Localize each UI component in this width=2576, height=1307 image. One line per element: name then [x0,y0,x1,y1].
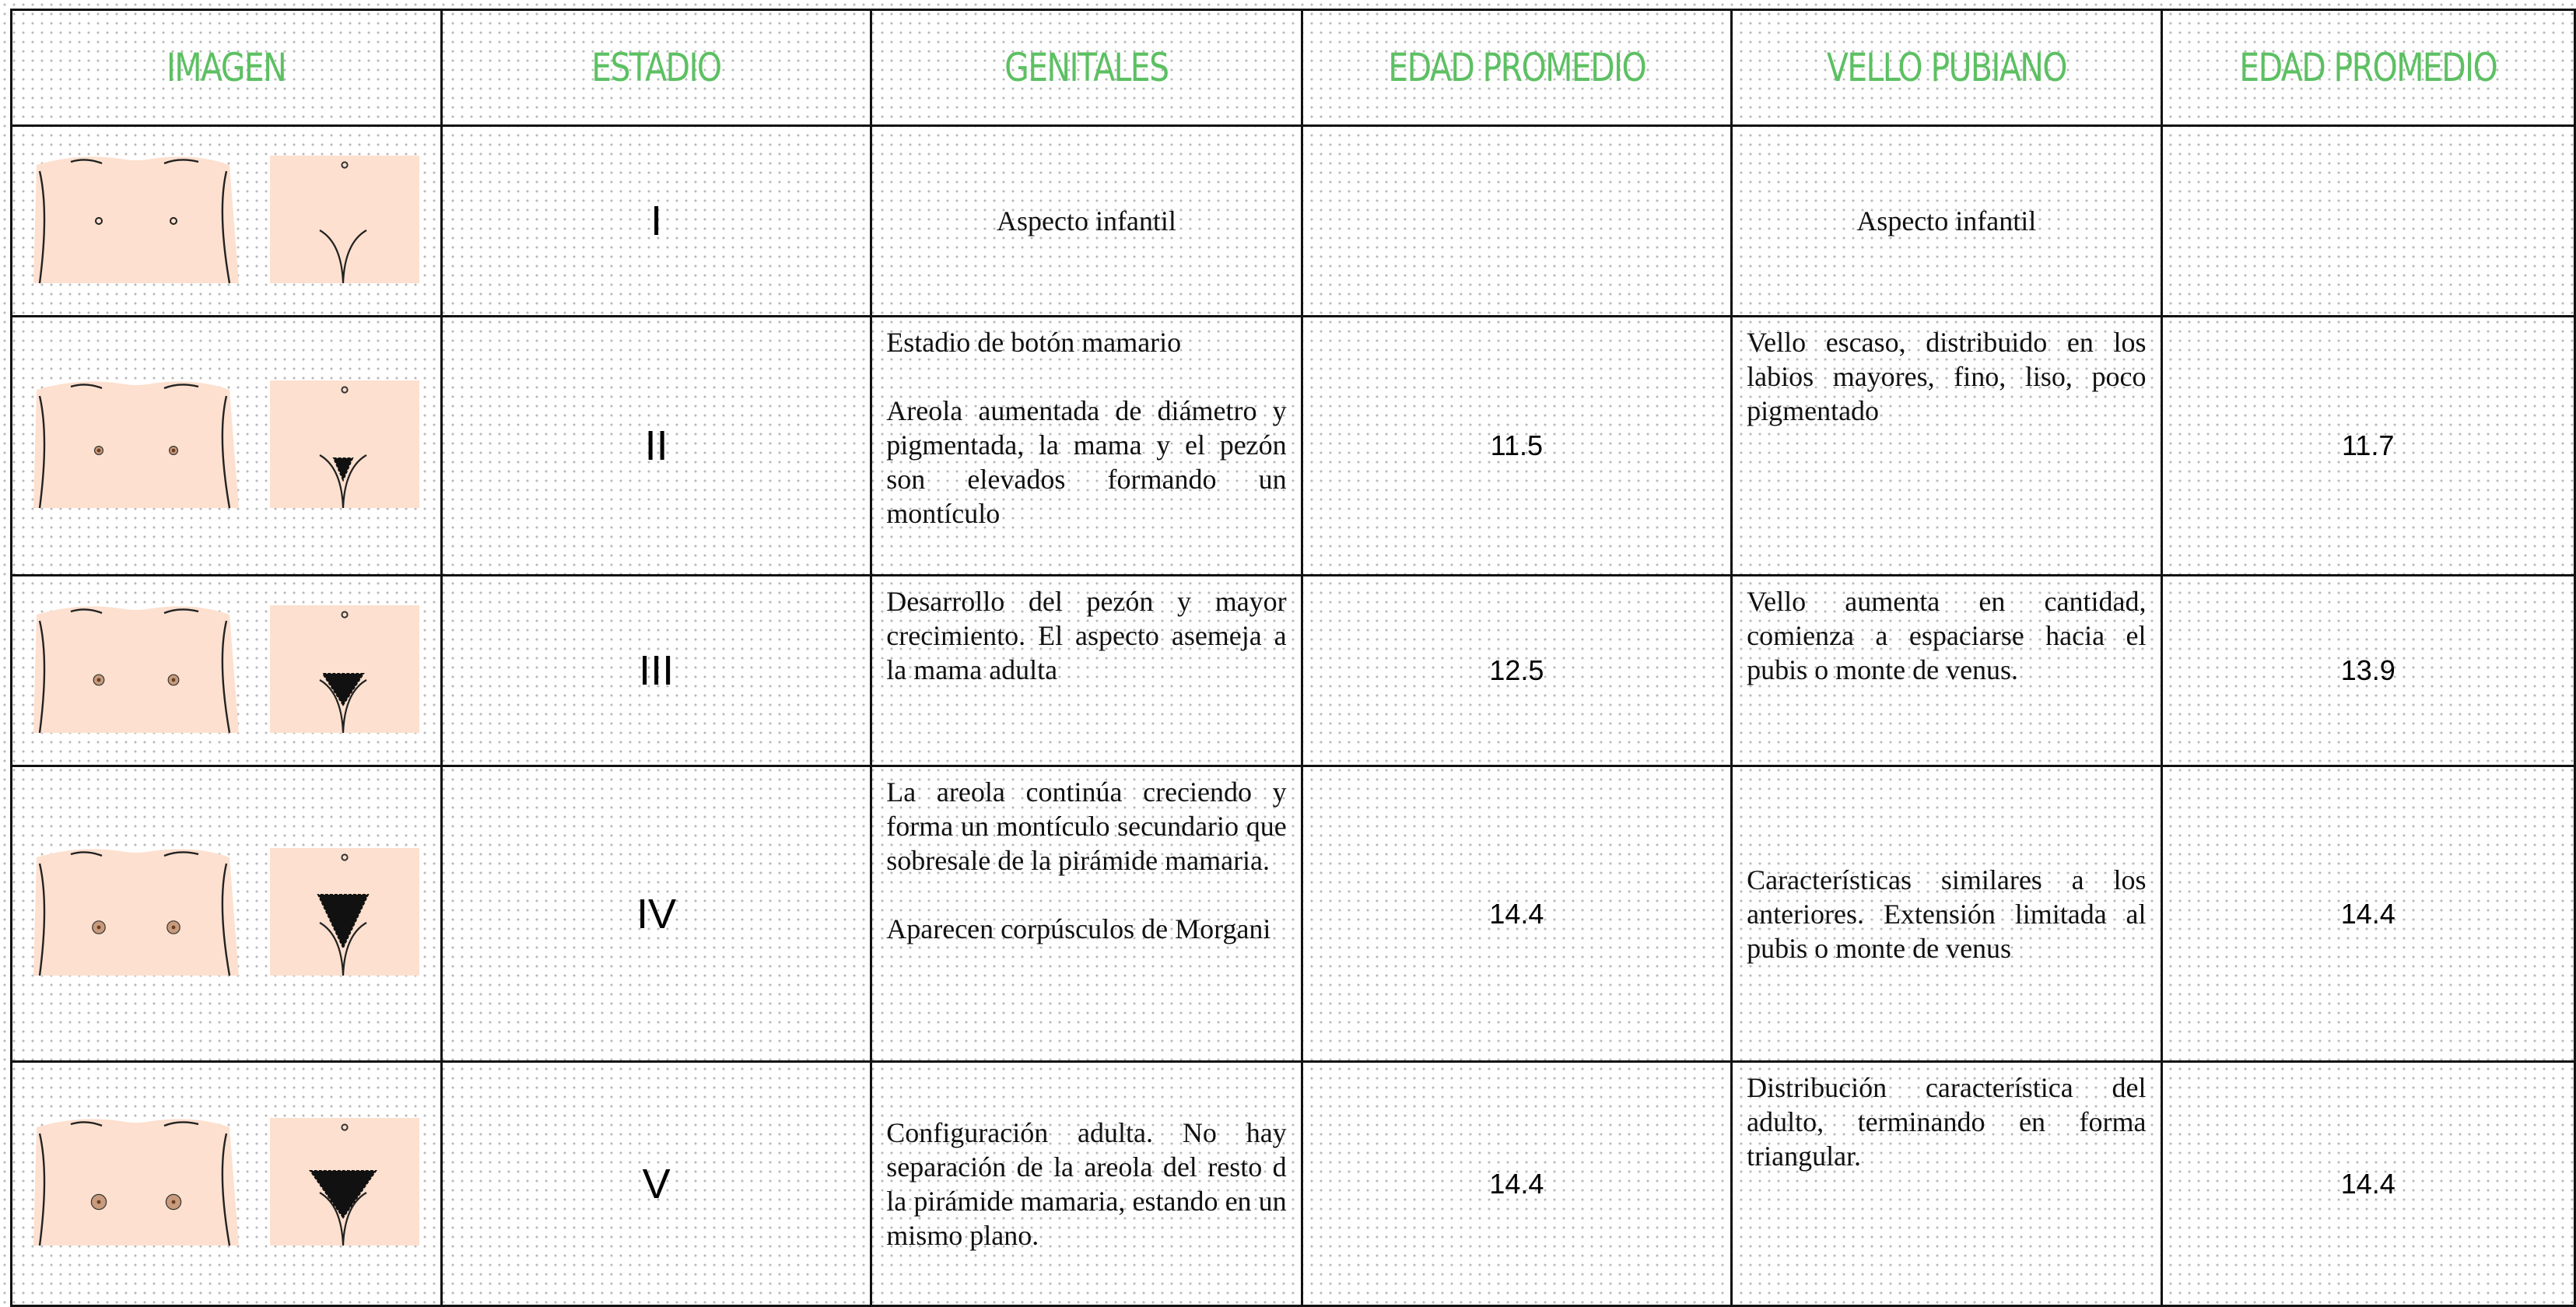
description: Desarrollo del pezón y mayor crecimiento… [886,586,1287,685]
column-header: EDAD PROMEDIO [2160,9,2576,127]
genitales-cell: Estadio de botón mamario Areola aumentada… [870,315,1303,576]
stage-cell: II [440,315,873,576]
description: Configuración adulta. No hay separación … [886,1116,1287,1251]
age-cell: 13.9 [2160,574,2576,767]
header-text: IMAGEN [166,45,287,90]
image-cell [10,1060,443,1307]
stage-number: IV [636,890,677,937]
stage-cell: I [440,124,873,317]
vello-cell: Aspecto infantil [1730,124,2163,317]
vello-cell: Vello aumenta en cantidad, comienza a es… [1730,574,2163,767]
stage-number: III [639,647,675,694]
age-cell: 11.7 [2160,315,2576,576]
image-cell [10,315,443,576]
stage-cell: IV [440,765,873,1063]
vello-cell: Características similares a los anterior… [1730,765,2163,1063]
table-body: IMAGEN ESTADIO GENITALES EDAD PROMEDIO VELLO… [10,9,2576,1307]
description: Distribución característica del adulto, … [1747,1072,2147,1172]
age-cell: 14.4 [2160,765,2576,1063]
age-cell: 12.5 [1300,574,1733,767]
average-age: 14.4 [2340,897,2396,930]
stage-row: IV La areola continúa creciendo y forma u… [10,765,2576,1063]
stage-number: V [642,1160,671,1207]
age-cell: 14.4 [1300,765,1733,1063]
stage-number: II [644,422,668,469]
image-cell [10,765,443,1063]
vello-cell: Distribución característica del adulto, … [1730,1060,2163,1307]
header-text: EDAD PROMEDIO [2239,45,2497,90]
column-header: GENITALES [870,9,1303,127]
description: Características similares a los anterior… [1747,864,2147,964]
image-cell [10,574,443,767]
age-cell [1300,124,1733,317]
description: La areola continúa creciendo y forma un … [886,776,1287,876]
age-cell [2160,124,2576,317]
stage-illustration [33,380,419,508]
stage-illustration [33,1118,419,1246]
description: Aspecto infantil [996,205,1176,237]
age-cell: 11.5 [1300,315,1733,576]
header-row: IMAGEN ESTADIO GENITALES EDAD PROMEDIO VELLO… [10,9,2576,127]
header-text: VELLO PUBIANO [1826,45,2068,90]
average-age: 13.9 [2340,654,2396,686]
image-cell [10,124,443,317]
average-age: 14.4 [1489,897,1544,930]
genitales-cell: Aspecto infantil [870,124,1303,317]
description: Aparecen corpúsculos de Morgani [886,913,1271,944]
age-cell: 14.4 [1300,1060,1733,1307]
stage-illustration [33,604,419,733]
description: Vello escaso, distribuido en los labios … [1747,327,2147,426]
description: Areola aumentada de diámetro y pigmentad… [886,395,1287,529]
age-cell: 14.4 [2160,1060,2576,1307]
header-text: EDAD PROMEDIO [1387,45,1646,90]
stage-row: II Estadio de botón mamario Areola aumenta… [10,315,2576,576]
average-age: 11.5 [1490,429,1544,461]
average-age: 14.4 [1489,1167,1544,1200]
stage-illustration [33,155,419,283]
genitales-cell: La areola continúa creciendo y forma un … [870,765,1303,1063]
column-header: IMAGEN [10,9,443,127]
column-header: EDAD PROMEDIO [1300,9,1733,127]
description: Aspecto infantil [1856,205,2037,237]
stage-number: I [650,198,663,244]
header-text: GENITALES [1004,45,1169,90]
description: Estadio de botón mamario [886,327,1182,358]
description: Vello aumenta en cantidad, comienza a es… [1747,586,2147,685]
average-age: 12.5 [1489,654,1544,686]
column-header: ESTADIO [440,9,873,127]
average-age: 14.4 [2340,1167,2396,1200]
column-header: VELLO PUBIANO [1730,9,2163,127]
stage-cell: III [440,574,873,767]
stage-row: III Desarrollo del pezón y mayor crecimie… [10,574,2576,767]
stage-cell: V [440,1060,873,1307]
stage-row: I Aspecto infantil Aspecto infantil [10,124,2576,317]
stage-table: IMAGEN ESTADIO GENITALES EDAD PROMEDIO VELLO… [10,9,2576,1307]
genitales-cell: Desarrollo del pezón y mayor crecimiento… [870,574,1303,767]
genitales-cell: Configuración adulta. No hay separación … [870,1060,1303,1307]
vello-cell: Vello escaso, distribuido en los labios … [1730,315,2163,576]
average-age: 11.7 [2342,429,2395,461]
stage-illustration [33,848,419,976]
header-text: ESTADIO [591,45,722,90]
stage-row: V Configuración adulta. No hay separación… [10,1060,2576,1307]
